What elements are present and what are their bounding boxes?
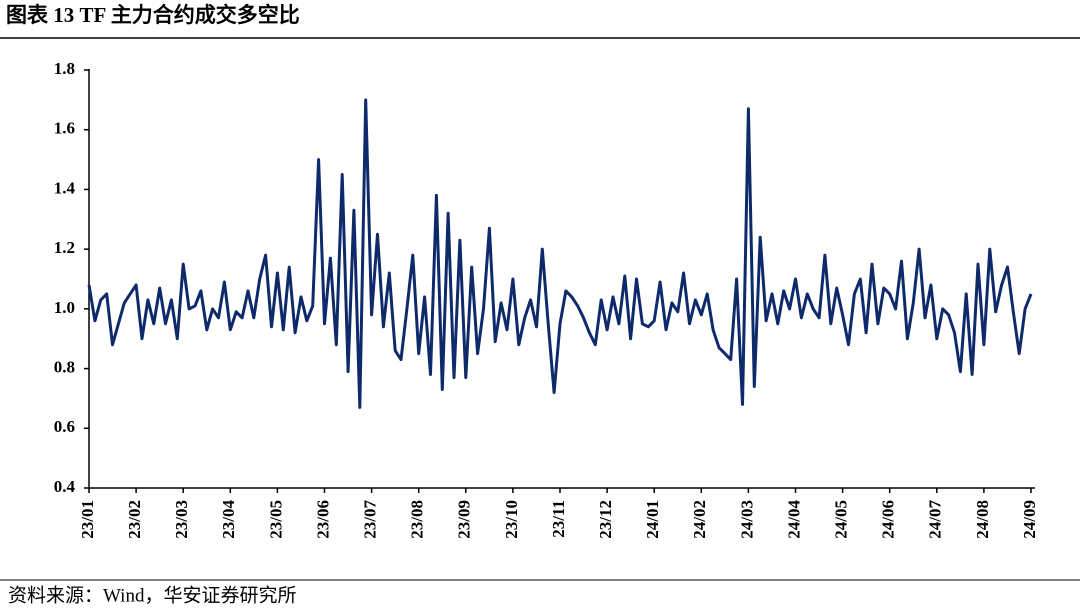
x-tick-label: 24/04 — [784, 500, 803, 539]
y-tick-label: 0.4 — [54, 477, 76, 496]
source: 资料来源：Wind，华安证券研究所 — [8, 584, 296, 606]
x-tick-label: 24/03 — [737, 500, 756, 539]
x-tick-label: 23/04 — [219, 500, 238, 539]
x-tick-label: 23/11 — [549, 500, 568, 538]
chart-title: 图表 13 TF 主力合约成交多空比 — [6, 3, 300, 27]
y-tick-label: 1.4 — [54, 178, 76, 197]
y-tick-label: 0.6 — [54, 417, 75, 436]
x-tick-label: 24/02 — [690, 500, 709, 539]
y-tick-label: 1.6 — [54, 119, 75, 138]
x-tick-label: 24/01 — [643, 500, 662, 539]
y-tick-label: 1.2 — [54, 238, 75, 257]
x-tick-label: 23/06 — [313, 500, 332, 539]
x-tick-label: 23/01 — [78, 500, 97, 539]
x-tick-label: 23/12 — [596, 500, 615, 539]
x-tick-label: 24/09 — [1020, 500, 1039, 539]
x-tick-label: 23/07 — [361, 500, 380, 539]
x-tick-label: 23/09 — [455, 500, 474, 539]
x-tick-label: 23/02 — [125, 500, 144, 539]
x-tick-label: 24/08 — [973, 500, 992, 539]
x-tick-label: 23/05 — [266, 500, 285, 539]
x-tick-label: 23/03 — [172, 500, 191, 539]
y-tick-label: 1.0 — [54, 298, 75, 317]
y-tick-label: 1.8 — [54, 59, 75, 78]
x-tick-label: 24/07 — [926, 500, 945, 539]
x-tick-label: 23/08 — [408, 500, 427, 539]
y-tick-label: 0.8 — [54, 357, 75, 376]
x-tick-label: 23/10 — [502, 500, 521, 539]
series-line — [87, 98, 1033, 409]
x-tick-label: 24/05 — [832, 500, 851, 539]
x-tick-label: 24/06 — [879, 500, 898, 539]
